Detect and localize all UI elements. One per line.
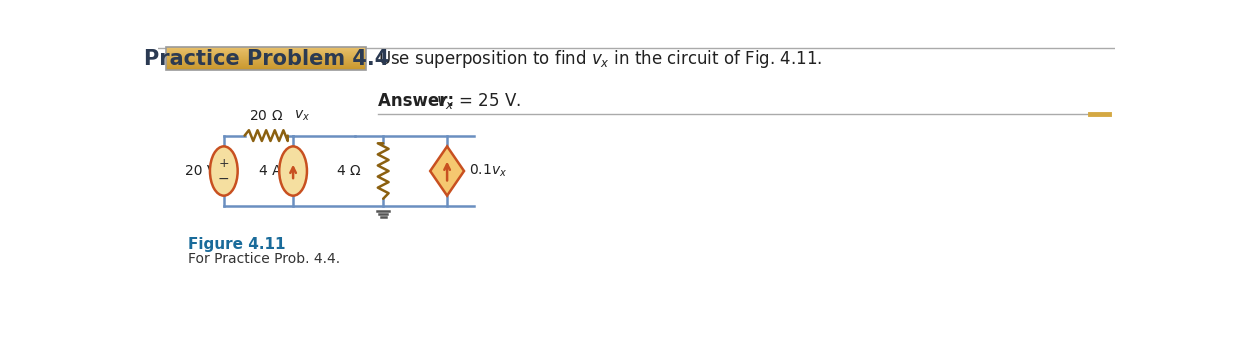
Bar (166, 58, 366, 59)
Text: 4 $\Omega$: 4 $\Omega$ (337, 164, 361, 178)
Bar (166, 50, 366, 51)
Bar (166, 53, 366, 54)
Text: For Practice Prob. 4.4.: For Practice Prob. 4.4. (188, 252, 340, 266)
Text: 20 $\Omega$: 20 $\Omega$ (250, 109, 283, 123)
Bar (166, 51, 366, 52)
Bar (166, 67, 366, 68)
Bar (166, 69, 366, 70)
Text: $v_x$: $v_x$ (294, 109, 310, 123)
Bar (166, 59, 366, 60)
Bar (166, 64, 366, 65)
Bar (166, 47, 366, 48)
Bar (166, 63, 366, 64)
Polygon shape (430, 147, 465, 195)
Text: +: + (219, 157, 229, 170)
Bar (166, 60, 366, 61)
Text: Figure 4.11: Figure 4.11 (188, 238, 286, 252)
Text: $v_x$ = 25 V.: $v_x$ = 25 V. (436, 91, 520, 111)
Ellipse shape (279, 147, 307, 196)
Text: −: − (219, 172, 230, 186)
Bar (166, 62, 366, 63)
Ellipse shape (210, 147, 237, 196)
Bar (166, 57, 366, 58)
Text: Use superposition to find $v_x$ in the circuit of Fig. 4.11.: Use superposition to find $v_x$ in the c… (378, 48, 822, 69)
Bar (166, 49, 366, 50)
Bar (166, 61, 366, 62)
Bar (166, 65, 366, 66)
Bar (166, 48, 366, 49)
Bar (166, 68, 366, 69)
Text: 4 A: 4 A (258, 164, 282, 178)
Text: Answer:: Answer: (378, 92, 460, 110)
Bar (166, 56, 366, 57)
Text: 20 V: 20 V (185, 164, 216, 178)
Bar (166, 54, 366, 55)
Bar (166, 66, 366, 67)
Bar (166, 55, 366, 56)
Text: 0.1$v_x$: 0.1$v_x$ (468, 163, 507, 179)
Bar (166, 52, 366, 53)
Text: Practice Problem 4.4: Practice Problem 4.4 (144, 49, 389, 69)
